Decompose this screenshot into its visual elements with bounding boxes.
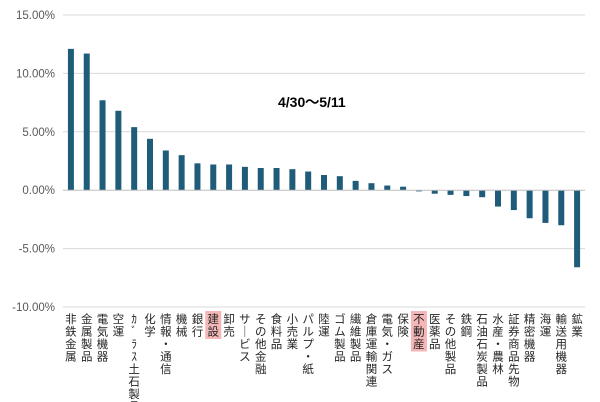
bar: [479, 190, 486, 198]
bar: [147, 138, 153, 191]
bar: [289, 169, 296, 191]
category-label: その他製品: [445, 312, 457, 376]
bar: [210, 164, 217, 191]
category-label: 鉄鋼: [461, 312, 473, 339]
category-label: 水産・農林: [492, 312, 504, 376]
category-label: パルプ・紙: [302, 312, 314, 376]
category-label: 電気・ガス: [382, 312, 394, 376]
bar: [194, 163, 201, 191]
bars: [67, 48, 581, 268]
category-label: その他金融: [255, 312, 267, 376]
bar: [352, 180, 359, 191]
category-label: 海運: [540, 312, 552, 339]
bar: [67, 48, 74, 191]
bar: [447, 190, 454, 195]
category-label: 情報・通信: [160, 312, 172, 376]
bar: [415, 190, 422, 192]
category-label: 鉱業: [571, 312, 583, 339]
category-label: 電気機器: [97, 312, 109, 364]
category-label: 不動産: [413, 312, 425, 351]
category-label: 医薬品: [429, 312, 441, 351]
category-label: 卸売: [223, 312, 235, 339]
bar: [463, 190, 470, 197]
y-tick-label: 5.00%: [22, 127, 55, 139]
bar: [558, 190, 565, 226]
category-label: 陸運: [318, 312, 330, 339]
bar: [83, 53, 90, 191]
gridlines: [63, 14, 585, 308]
bar: [526, 190, 533, 219]
category-label: サ｜ビス: [239, 312, 251, 364]
category-label: 銀行: [192, 312, 204, 339]
bar: [336, 176, 343, 191]
category-label: 保険: [397, 312, 409, 339]
x-axis-category-labels: 非鉄金属金属製品電気機器空運ｶﾞﾗｽ土石製品化学情報・通信機械銀行建設卸売サ｜ビ…: [65, 311, 583, 402]
bar: [510, 190, 517, 211]
bar: [115, 110, 122, 191]
y-tick-label: -10.00%: [12, 302, 55, 314]
category-label: 輸送用機器: [556, 312, 568, 376]
bar: [305, 171, 312, 191]
bar: [241, 166, 248, 191]
bar: [273, 168, 280, 191]
category-label: 食料品: [271, 312, 283, 351]
category-label: 機械: [176, 312, 188, 339]
category-label: 空運: [113, 312, 125, 339]
bar: [162, 150, 169, 191]
bar: [226, 164, 233, 191]
bar: [384, 185, 391, 191]
y-tick-label: 15.00%: [16, 10, 55, 22]
category-label: 石油石炭製品: [476, 312, 488, 389]
y-tick-label: 10.00%: [16, 68, 55, 80]
y-tick-label: 0.00%: [22, 185, 55, 197]
bar: [495, 190, 501, 207]
y-tick-label: -5.00%: [19, 244, 55, 256]
bar: [542, 190, 549, 223]
bar: [131, 127, 138, 191]
category-label: 繊維製品: [350, 312, 362, 364]
category-label: 精密機器: [524, 312, 536, 364]
category-label: 証券商品先物: [508, 312, 520, 389]
category-label: ｶﾞﾗｽ土石製品: [128, 312, 140, 402]
category-label: ゴム製品: [334, 312, 346, 364]
category-label: 非鉄金属: [65, 312, 77, 364]
bar: [574, 190, 581, 268]
category-label: 化学: [144, 312, 156, 339]
bar: [400, 186, 407, 191]
category-label: 金属製品: [81, 312, 93, 364]
bar: [431, 190, 438, 194]
category-label: 倉庫運輸関連: [366, 312, 378, 389]
category-label: 小売業: [287, 312, 299, 351]
category-highlight: [205, 311, 222, 339]
category-label: 建設: [208, 312, 220, 339]
y-axis-tick-labels: 15.00% 10.00% 5.00% 0.00% -5.00% -10.00%: [12, 10, 55, 314]
category-highlight: [410, 311, 427, 352]
bar: [178, 155, 185, 191]
bar: [99, 100, 106, 191]
period-annotation: 4/30～5/11: [278, 94, 346, 110]
bar: [368, 183, 375, 191]
bar: [321, 175, 327, 191]
bar: [257, 168, 264, 191]
